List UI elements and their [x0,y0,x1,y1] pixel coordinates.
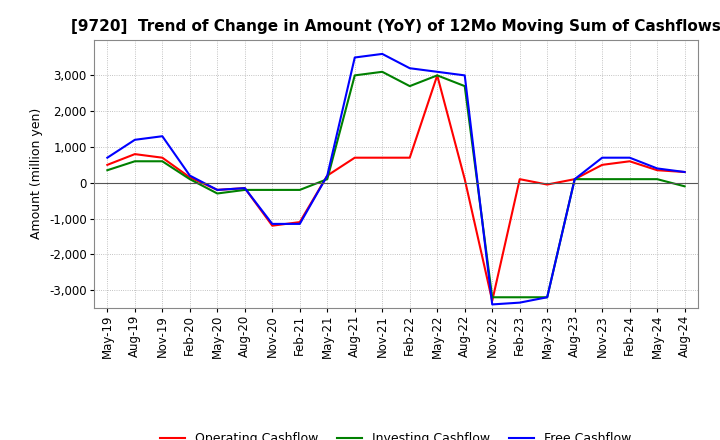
Operating Cashflow [460,176,469,182]
Operating Cashflow [598,162,606,168]
Line: Operating Cashflow: Operating Cashflow [107,75,685,301]
Free Cashflow [680,169,689,175]
Operating Cashflow [570,176,579,182]
Free Cashflow [460,73,469,78]
Operating Cashflow [626,159,634,164]
Investing Cashflow [268,187,276,193]
Operating Cashflow [543,182,552,187]
Free Cashflow [213,187,222,193]
Operating Cashflow [680,169,689,175]
Operating Cashflow [488,298,497,304]
Line: Investing Cashflow: Investing Cashflow [107,72,685,297]
Investing Cashflow [130,159,139,164]
Investing Cashflow [516,295,524,300]
Investing Cashflow [680,183,689,189]
Line: Free Cashflow: Free Cashflow [107,54,685,304]
Operating Cashflow [378,155,387,160]
Operating Cashflow [268,223,276,228]
Investing Cashflow [158,159,166,164]
Title: [9720]  Trend of Change in Amount (YoY) of 12Mo Moving Sum of Cashflows: [9720] Trend of Change in Amount (YoY) o… [71,19,720,34]
Operating Cashflow [103,162,112,168]
Free Cashflow [405,66,414,71]
Free Cashflow [295,221,304,227]
Free Cashflow [323,173,332,178]
Free Cashflow [158,134,166,139]
Free Cashflow [653,166,662,171]
Free Cashflow [598,155,606,160]
Investing Cashflow [186,176,194,182]
Free Cashflow [516,300,524,305]
Operating Cashflow [158,155,166,160]
Free Cashflow [543,295,552,300]
Operating Cashflow [295,220,304,225]
Free Cashflow [240,186,249,191]
Free Cashflow [351,55,359,60]
Free Cashflow [130,137,139,143]
Free Cashflow [488,302,497,307]
Free Cashflow [186,173,194,178]
Operating Cashflow [130,151,139,157]
Free Cashflow [570,176,579,182]
Investing Cashflow [598,176,606,182]
Investing Cashflow [626,176,634,182]
Free Cashflow [433,69,441,74]
Operating Cashflow [213,187,222,193]
Operating Cashflow [186,175,194,180]
Operating Cashflow [240,186,249,191]
Legend: Operating Cashflow, Investing Cashflow, Free Cashflow: Operating Cashflow, Investing Cashflow, … [156,427,636,440]
Operating Cashflow [405,155,414,160]
Investing Cashflow [405,84,414,89]
Investing Cashflow [433,73,441,78]
Investing Cashflow [653,176,662,182]
Y-axis label: Amount (million yen): Amount (million yen) [30,108,43,239]
Investing Cashflow [543,295,552,300]
Free Cashflow [378,51,387,57]
Investing Cashflow [488,295,497,300]
Investing Cashflow [378,69,387,74]
Investing Cashflow [460,84,469,89]
Free Cashflow [268,221,276,227]
Investing Cashflow [351,73,359,78]
Investing Cashflow [240,187,249,193]
Operating Cashflow [653,168,662,173]
Free Cashflow [626,155,634,160]
Operating Cashflow [516,176,524,182]
Free Cashflow [103,155,112,160]
Investing Cashflow [323,176,332,182]
Investing Cashflow [103,168,112,173]
Operating Cashflow [351,155,359,160]
Investing Cashflow [213,191,222,196]
Operating Cashflow [323,173,332,178]
Investing Cashflow [295,187,304,193]
Investing Cashflow [570,176,579,182]
Operating Cashflow [433,73,441,78]
